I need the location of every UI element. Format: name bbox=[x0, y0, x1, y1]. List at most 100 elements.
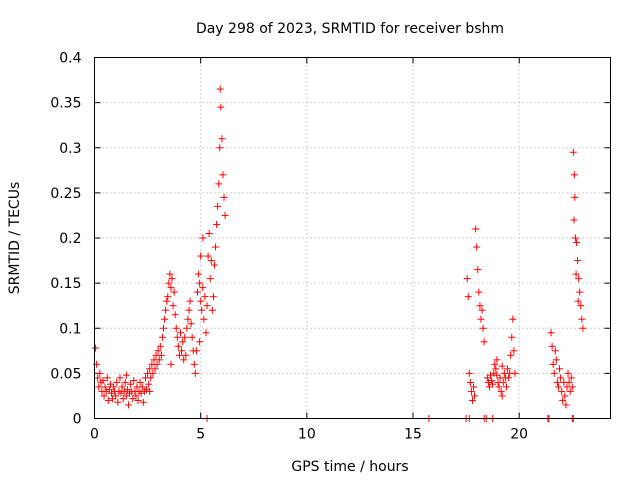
x-tick-label: 0 bbox=[90, 427, 99, 443]
data-point bbox=[112, 392, 120, 400]
data-point bbox=[570, 171, 578, 179]
data-point bbox=[167, 360, 175, 368]
data-point bbox=[558, 387, 566, 395]
data-point bbox=[508, 333, 516, 341]
data-point bbox=[474, 266, 482, 274]
data-point bbox=[197, 297, 205, 305]
data-point bbox=[487, 371, 495, 379]
data-point bbox=[164, 293, 172, 301]
data-point bbox=[105, 386, 113, 394]
data-point bbox=[214, 202, 222, 210]
data-point bbox=[207, 257, 215, 265]
data-point bbox=[202, 329, 210, 337]
data-point bbox=[186, 297, 194, 305]
data-point bbox=[488, 377, 496, 385]
data-point bbox=[574, 257, 582, 265]
data-point bbox=[181, 333, 189, 341]
y-tick-label: 0.35 bbox=[50, 96, 81, 112]
data-point bbox=[136, 378, 144, 386]
data-point bbox=[218, 135, 226, 143]
data-point bbox=[572, 270, 580, 278]
data-point bbox=[201, 293, 209, 301]
data-point bbox=[171, 311, 179, 319]
data-point bbox=[103, 374, 111, 382]
data-point bbox=[470, 383, 478, 391]
data-point bbox=[221, 211, 229, 219]
data-point bbox=[504, 365, 512, 373]
data-point bbox=[552, 356, 560, 364]
data-point bbox=[557, 374, 565, 382]
data-point bbox=[96, 369, 104, 377]
data-point bbox=[104, 396, 112, 404]
data-point bbox=[556, 365, 564, 373]
data-point bbox=[101, 383, 109, 391]
data-point bbox=[575, 275, 583, 283]
data-point bbox=[122, 371, 130, 379]
data-point bbox=[559, 396, 567, 404]
y-axis-label: SRMTID / TECUs bbox=[7, 182, 23, 295]
data-point bbox=[579, 324, 587, 332]
data-point bbox=[216, 144, 224, 152]
data-point bbox=[200, 315, 208, 323]
data-point bbox=[467, 387, 475, 395]
data-point bbox=[468, 396, 476, 404]
data-point bbox=[177, 329, 184, 337]
data-point bbox=[157, 351, 165, 359]
data-point bbox=[475, 288, 483, 296]
data-point bbox=[205, 229, 213, 237]
data-point bbox=[155, 356, 163, 364]
data-point bbox=[183, 324, 191, 332]
data-point bbox=[185, 306, 193, 314]
data-point bbox=[479, 324, 487, 332]
data-point bbox=[219, 171, 227, 179]
data-point bbox=[567, 374, 575, 382]
data-point bbox=[179, 338, 187, 346]
data-point bbox=[472, 225, 480, 233]
data-point bbox=[505, 374, 513, 382]
data-point bbox=[217, 103, 225, 111]
data-point bbox=[102, 387, 110, 395]
data-point bbox=[493, 356, 501, 364]
data-point bbox=[466, 378, 474, 386]
data-point bbox=[130, 377, 138, 385]
y-tick-label: 0.25 bbox=[50, 186, 81, 202]
x-axis-label: GPS time / hours bbox=[291, 459, 408, 475]
data-point bbox=[107, 389, 115, 397]
data-point bbox=[220, 193, 228, 201]
data-point bbox=[134, 396, 142, 404]
data-point bbox=[173, 333, 181, 341]
data-point bbox=[162, 306, 170, 314]
data-point bbox=[121, 378, 129, 386]
data-point bbox=[170, 288, 178, 296]
data-point bbox=[161, 315, 169, 323]
data-point bbox=[549, 360, 557, 368]
data-point bbox=[166, 270, 174, 278]
data-point bbox=[199, 234, 207, 242]
data-point bbox=[577, 302, 585, 310]
data-point bbox=[123, 386, 131, 394]
y-tick-label: 0.3 bbox=[59, 141, 81, 157]
y-tick-label: 0.4 bbox=[59, 51, 81, 67]
data-point bbox=[574, 297, 582, 305]
data-point bbox=[92, 344, 100, 352]
data-point bbox=[569, 148, 577, 156]
data-point bbox=[145, 380, 153, 388]
data-point bbox=[484, 378, 492, 386]
data-point bbox=[511, 369, 519, 377]
data-point bbox=[568, 383, 576, 391]
data-point bbox=[165, 279, 173, 287]
data-point bbox=[180, 356, 188, 364]
data-point bbox=[182, 351, 190, 359]
data-point bbox=[163, 297, 171, 305]
data-point bbox=[463, 275, 471, 283]
data-point bbox=[132, 392, 140, 400]
data-point bbox=[151, 365, 159, 373]
data-point bbox=[156, 342, 164, 350]
data-point bbox=[139, 398, 147, 406]
data-point bbox=[172, 324, 180, 332]
data-point bbox=[175, 351, 183, 359]
data-point bbox=[116, 374, 124, 382]
data-point bbox=[169, 302, 177, 310]
data-point bbox=[188, 333, 196, 341]
